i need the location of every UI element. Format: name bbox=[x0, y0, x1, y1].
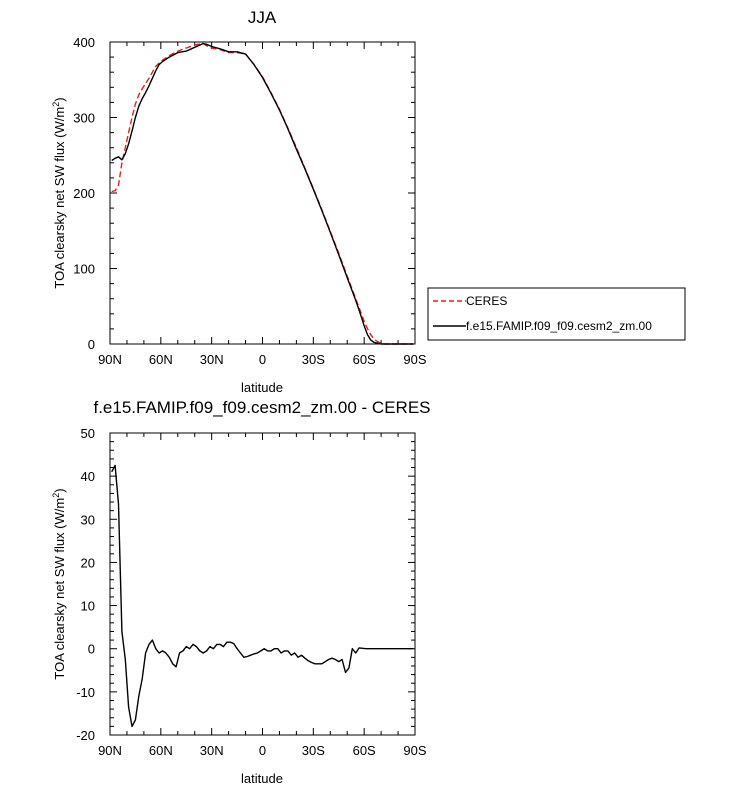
top-x-tick-label: 30S bbox=[302, 352, 325, 367]
bottom-y-tick-label: -10 bbox=[76, 685, 95, 700]
top-x-tick-label: 90N bbox=[98, 352, 122, 367]
top-plot-frame bbox=[109, 41, 416, 345]
legend-model-label: f.e15.FAMIP.f09_f09.cesm2_zm.00 bbox=[466, 319, 652, 333]
bottom-y-tick-label: 50 bbox=[81, 426, 95, 441]
legend-ceres-label: CERES bbox=[466, 294, 507, 308]
bottom-y-axis-label: TOA clearsky net SW flux (W/m2) bbox=[51, 488, 67, 679]
top-y-axis-label: TOA clearsky net SW flux (W/m2) bbox=[51, 97, 67, 288]
top-y-tick-label: 400 bbox=[73, 35, 95, 50]
bottom-y-axis-label-sup: 2 bbox=[51, 493, 61, 498]
top-series-line-ceres bbox=[111, 42, 414, 345]
top-x-tick-label: 60S bbox=[353, 352, 376, 367]
bottom-y-tick-label: 40 bbox=[81, 469, 95, 484]
bottom-x-tick-label: 30N bbox=[200, 743, 224, 758]
top-x-tick-label: 0 bbox=[259, 352, 266, 367]
top-y-tick-label: 300 bbox=[73, 111, 95, 126]
top-axis-ticks: 90N 60N 30N 0 30S 60S 90S 0 100 200 300 400 bbox=[73, 35, 427, 367]
bottom-plot-frame bbox=[109, 432, 416, 736]
bottom-panel: f.e15.FAMIP.f09_f09.cesm2_zm.00 - CERES … bbox=[51, 398, 431, 786]
top-y-axis-label-close: ) bbox=[52, 97, 67, 101]
bottom-chart-title: f.e15.FAMIP.f09_f09.cesm2_zm.00 - CERES bbox=[93, 398, 430, 417]
bottom-y-tick-label: 0 bbox=[88, 642, 95, 657]
top-series-lines bbox=[111, 42, 414, 345]
top-y-tick-label: 0 bbox=[88, 337, 95, 352]
bottom-x-tick-label: 90N bbox=[98, 743, 122, 758]
bottom-series-lines bbox=[111, 464, 414, 728]
bottom-y-tick-label: -20 bbox=[76, 728, 95, 743]
top-x-tick-label: 30N bbox=[200, 352, 224, 367]
bottom-x-tick-label: 90S bbox=[403, 743, 426, 758]
top-y-tick-label: 200 bbox=[73, 186, 95, 201]
bottom-y-tick-label: 20 bbox=[81, 555, 95, 570]
bottom-series-line-difference bbox=[111, 464, 414, 728]
bottom-x-tick-label: 60N bbox=[149, 743, 173, 758]
top-y-axis-label-sup: 2 bbox=[51, 102, 61, 107]
legend-box bbox=[427, 287, 686, 341]
bottom-axis-ticks: 90N 60N 30N 0 30S 60S 90S -20 -10 0 10 20 30 40 50 bbox=[76, 426, 427, 758]
bottom-x-tick-label: 60S bbox=[353, 743, 376, 758]
bottom-x-tick-label: 30S bbox=[302, 743, 325, 758]
bottom-y-axis-label-main: TOA clearsky net SW flux (W/m bbox=[52, 498, 67, 680]
top-x-tick-label: 90S bbox=[403, 352, 426, 367]
bottom-x-tick-label: 0 bbox=[259, 743, 266, 758]
legend: CERES f.e15.FAMIP.f09_f09.cesm2_zm.00 bbox=[427, 287, 686, 341]
top-panel: JJA 90N 60N 30N 0 30S 60S 90S 0 100 200 300 400 lat… bbox=[51, 8, 427, 395]
top-x-axis-label: latitude bbox=[241, 380, 283, 395]
bottom-x-axis-label: latitude bbox=[241, 771, 283, 786]
top-x-tick-label: 60N bbox=[149, 352, 173, 367]
bottom-y-axis-label-close: ) bbox=[52, 488, 67, 492]
bottom-y-tick-label: 30 bbox=[81, 512, 95, 527]
top-chart-title: JJA bbox=[248, 8, 277, 27]
top-y-axis-label-main: TOA clearsky net SW flux (W/m bbox=[52, 107, 67, 289]
bottom-y-tick-label: 10 bbox=[81, 599, 95, 614]
top-y-tick-label: 100 bbox=[73, 262, 95, 277]
top-series-line-f-e15-famip-f09-f09-cesm2-zm-00 bbox=[111, 42, 414, 345]
